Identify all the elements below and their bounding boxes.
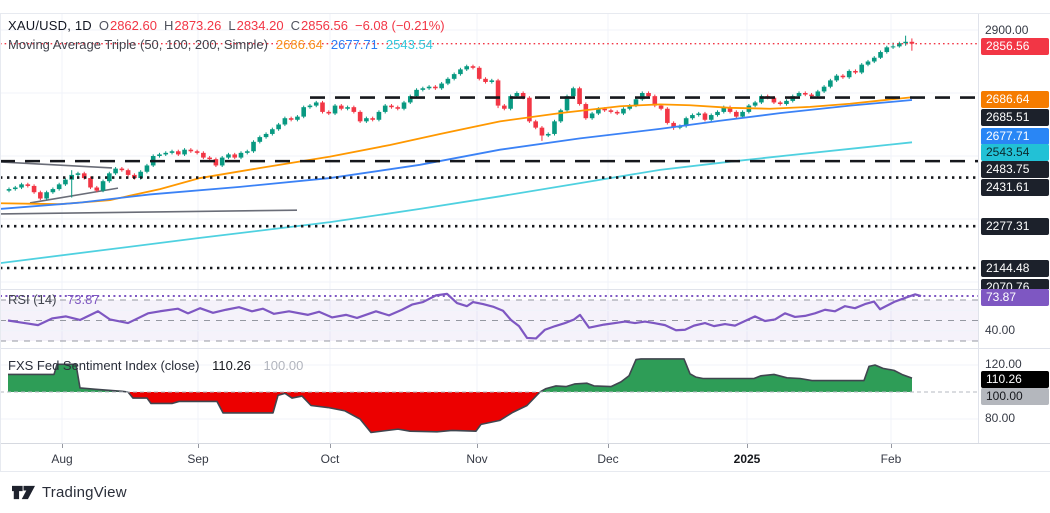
ohlc-label: L <box>228 18 236 33</box>
rsi-axis[interactable]: 40.00 73.87 <box>978 289 1050 348</box>
ohlc-values: O2862.60 H2873.26 L2834.20 C2856.56 <box>92 18 348 33</box>
axis-price-badge: 100.00 <box>981 387 1049 405</box>
time-tick <box>747 444 748 448</box>
time-label: Aug <box>51 452 73 466</box>
ohlc-value: 2834.20 <box>236 18 284 33</box>
axis-price-badge: 2543.54 <box>981 143 1049 161</box>
time-tick <box>477 444 478 448</box>
axis-price-badge: 2685.51 <box>981 108 1049 126</box>
axis-price-badge: 2686.64 <box>981 90 1049 108</box>
ma-value: 2543.54 <box>385 37 433 52</box>
ohlc-value: 2856.56 <box>300 18 348 33</box>
sentiment-value: 110.26 <box>212 358 251 373</box>
time-label: Oct <box>320 452 340 466</box>
time-tick <box>891 444 892 448</box>
rsi-legend[interactable]: RSI (14) 73.87 <box>8 292 100 308</box>
ma-legend[interactable]: Moving Average Triple (50, 100, 200, Sim… <box>8 37 433 53</box>
axis-price-badge: 73.87 <box>981 289 1049 306</box>
sentiment-param: 100.00 <box>263 358 304 373</box>
axis-tick-label: 40.00 <box>985 323 1016 337</box>
rsi-value: 73.87 <box>67 292 100 307</box>
time-label: Feb <box>880 452 902 466</box>
symbol-title: XAU/USD, 1D <box>8 18 92 33</box>
time-tick <box>608 444 609 448</box>
time-label: Sep <box>187 452 209 466</box>
tradingview-logo-text: TradingView <box>42 484 127 501</box>
axis-tick-label: 80.00 <box>985 411 1016 425</box>
time-axis[interactable]: Aug Sep Oct Nov Dec 2025 Feb <box>0 443 1050 472</box>
axis-price-badge: 2431.61 <box>981 178 1049 196</box>
axis-price-badge: 2856.56 <box>981 37 1049 55</box>
sentiment-title: FXS Fed Sentiment Index (close) <box>8 358 200 373</box>
time-label: Nov <box>466 452 488 466</box>
pane-separator-sentiment[interactable] <box>0 348 1050 349</box>
change-value: −6.08 (−0.21%) <box>354 18 445 33</box>
axis-price-badge: 2144.48 <box>981 259 1049 277</box>
ohlc-label: O <box>98 18 109 33</box>
ohlc-label: C <box>290 18 300 33</box>
time-tick <box>198 444 199 448</box>
ohlc-value: 2873.26 <box>174 18 222 33</box>
ma-values: 2686.64 2677.71 2543.54 <box>268 37 433 52</box>
time-label: 2025 <box>733 452 761 466</box>
pane-separator-rsi[interactable] <box>0 289 1050 290</box>
rsi-title: RSI (14) <box>8 292 57 307</box>
ma-title: Moving Average Triple (50, 100, 200, Sim… <box>8 37 268 52</box>
price-axis[interactable]: 2900.00 2856.56 2686.64 2685.51 2677.71 2543.… <box>978 14 1050 289</box>
ma-value: 2677.71 <box>330 37 378 52</box>
sentiment-axis[interactable]: 120.00 80.00 110.26 100.00 <box>978 348 1050 443</box>
tradingview-logo-icon <box>12 485 35 500</box>
tradingview-attribution[interactable]: TradingView <box>12 483 127 502</box>
axis-price-badge: 2483.75 <box>981 160 1049 178</box>
axis-price-badge: 2070.76 <box>981 278 1049 289</box>
axis-price-badge: 2677.71 <box>981 127 1049 145</box>
time-tick <box>330 444 331 448</box>
ohlc-label: H <box>163 18 174 33</box>
time-label: Dec <box>597 452 619 466</box>
ma-value: 2686.64 <box>275 37 323 52</box>
sentiment-legend[interactable]: FXS Fed Sentiment Index (close) 110.26 1… <box>8 358 303 374</box>
axis-tick-label: 2900.00 <box>985 23 1029 37</box>
axis-tick-label: 120.00 <box>985 357 1022 371</box>
axis-price-badge: 110.26 <box>981 370 1049 388</box>
axis-price-badge: 2277.31 <box>981 217 1049 235</box>
symbol-legend[interactable]: XAU/USD, 1D O2862.60 H2873.26 L2834.20 C2856… <box>8 18 445 34</box>
price-axis-border <box>978 14 979 470</box>
time-tick <box>62 444 63 448</box>
ohlc-value: 2862.60 <box>109 18 157 33</box>
